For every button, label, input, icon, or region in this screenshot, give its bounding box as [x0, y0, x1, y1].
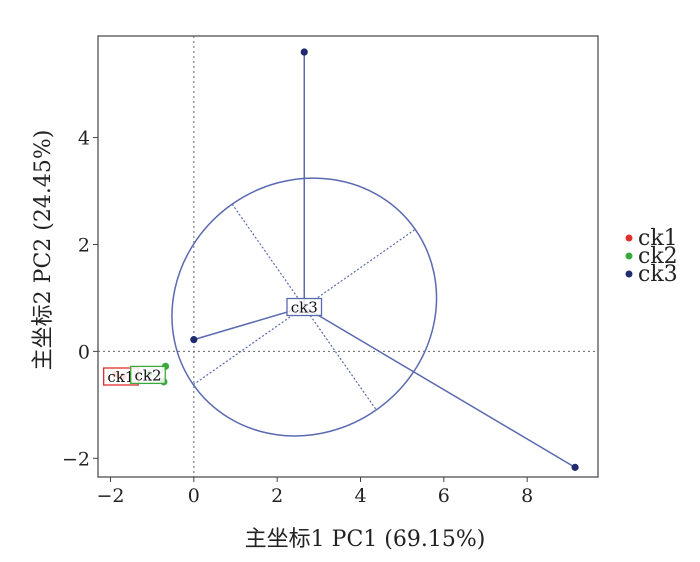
legend-label-ck1: ck1 — [638, 226, 678, 251]
x-tick-label: 4 — [354, 485, 366, 507]
point-labels: ck1 ck2 ck3 — [103, 297, 323, 386]
spoke-ck3-2 — [193, 306, 305, 341]
label-text-ck2: ck2 — [134, 366, 161, 384]
label-ck3: ck3 — [286, 297, 323, 317]
legend-item-ck2: ck2 — [625, 244, 678, 269]
x-tick-label: 8 — [521, 485, 533, 507]
legend-item-ck1: ck1 — [625, 226, 678, 251]
x-tick-label: 6 — [438, 485, 450, 507]
point-ck3-2 — [190, 336, 198, 344]
y-tick-label: 2 — [78, 234, 90, 256]
y-tick-label: 4 — [78, 128, 90, 150]
label-box-ck2 — [130, 365, 166, 385]
axis-ticks: −2 0 2 4 6 8 −2 0 2 4 — [62, 128, 533, 507]
label-ck2: ck2 — [130, 365, 166, 385]
y-axis-title: 主坐标2 PC2 (24.45%) — [31, 130, 56, 371]
x-tick-label: 2 — [271, 485, 283, 507]
x-axis-title: 主坐标1 PC1 (69.15%) — [245, 527, 486, 552]
legend-label-ck3: ck3 — [638, 262, 678, 287]
legend-label-ck2: ck2 — [638, 244, 678, 269]
label-box-ck3 — [286, 297, 323, 317]
plot-area — [97, 35, 599, 478]
legend-item-ck3: ck3 — [625, 262, 678, 287]
x-tick-label: −2 — [96, 485, 124, 507]
label-text-ck3: ck3 — [291, 299, 318, 317]
point-ck3-3 — [571, 463, 579, 471]
legend-swatch-ck3 — [625, 270, 633, 278]
x-tick-label: 0 — [188, 485, 200, 507]
plot-frame — [97, 35, 599, 478]
legend-swatch-ck2 — [625, 252, 633, 260]
ellipse-axis-major-ck3 — [192, 228, 416, 386]
y-tick-label: 0 — [78, 341, 90, 363]
label-text-ck1: ck1 — [107, 368, 134, 386]
y-tick-label: −2 — [62, 448, 90, 470]
spoke-ck3-3 — [303, 306, 576, 469]
legend-swatch-ck1 — [625, 234, 633, 242]
point-ck3-1 — [300, 48, 308, 56]
